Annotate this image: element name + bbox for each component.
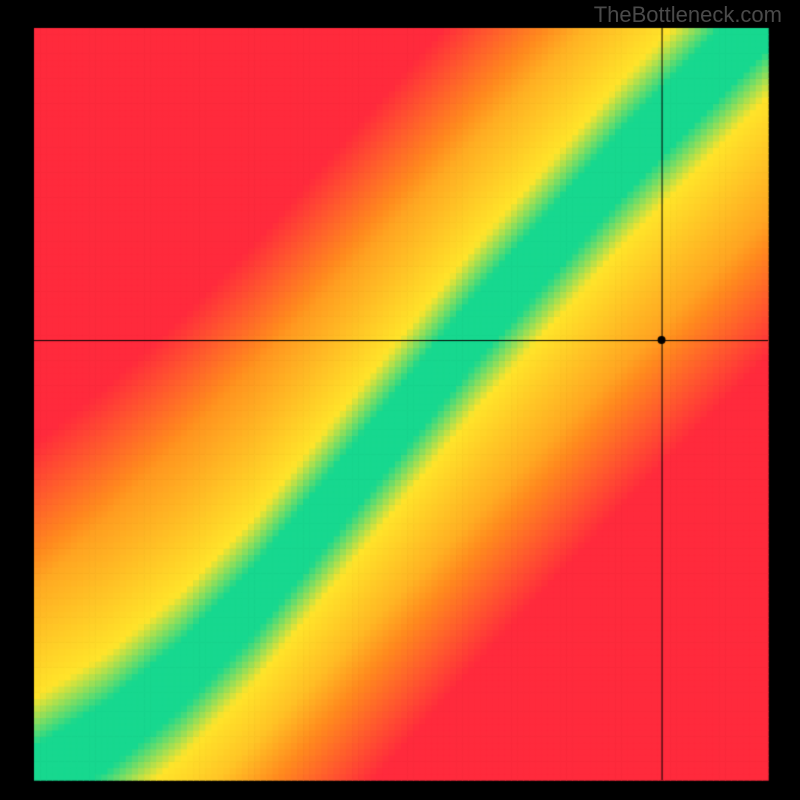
bottleneck-heatmap <box>0 0 800 800</box>
watermark-text: TheBottleneck.com <box>594 2 782 28</box>
